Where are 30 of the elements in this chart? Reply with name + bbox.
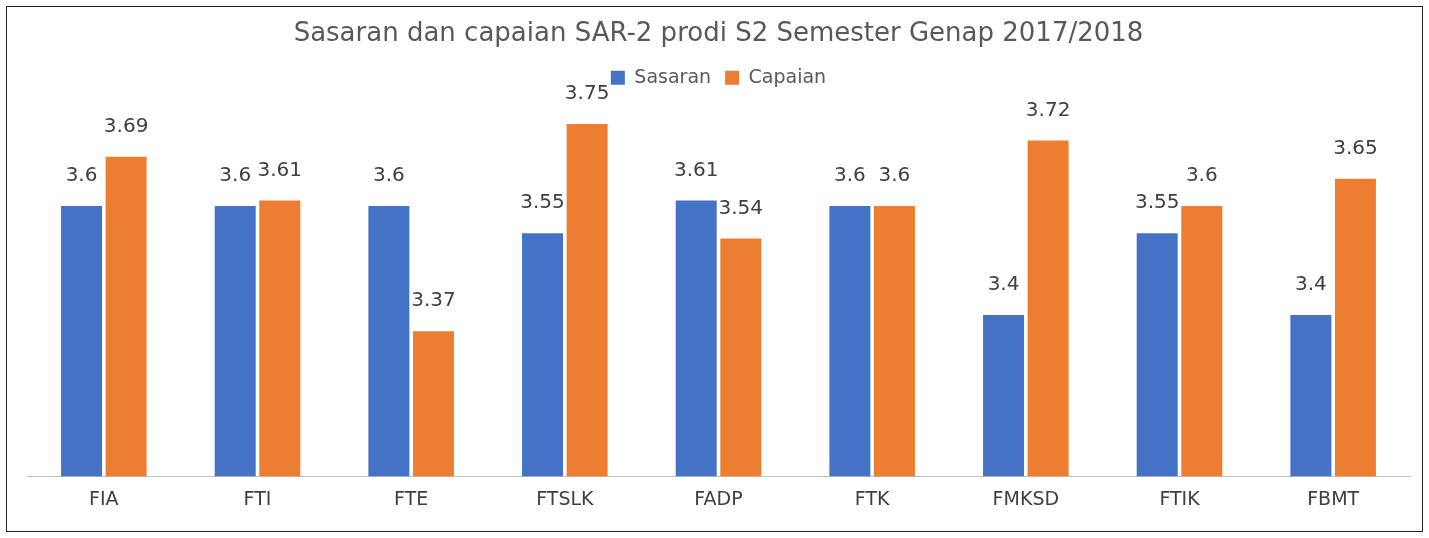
x-tick-label: FIA [89,486,119,509]
data-label: 3.69 [103,113,149,138]
data-label: 3.4 [1294,271,1327,296]
x-tick-label: FMKSD [992,486,1060,509]
legend-label: Capaian [748,64,827,87]
x-tick-label: FTSLK [536,486,595,509]
data-label: 3.54 [718,194,764,219]
chart-title: Sasaran dan capaian SAR-2 prodi S2 Semester Genap 2017/2018 [293,17,1144,48]
x-tick-label: FTE [394,486,429,509]
data-label: 3.6 [65,162,98,187]
x-tick-label: FTK [854,486,891,509]
data-label: 3.4 [987,271,1020,296]
data-label: 3.75 [564,80,610,105]
legend-label: Sasaran [634,64,712,87]
data-label: 3.55 [520,189,565,214]
data-label: 3.6 [833,162,866,187]
x-tick-label: FADP [694,486,743,509]
data-label: 3.37 [411,287,456,312]
data-label: 3.72 [1025,96,1071,121]
x-tick-label: FBMT [1307,486,1360,509]
data-label: 3.61 [257,156,303,181]
data-label: 3.6 [878,162,911,187]
data-label: 3.6 [372,162,405,187]
data-label: 3.6 [219,162,252,187]
data-label: 3.6 [1185,162,1218,187]
data-label: 3.61 [673,156,719,181]
data-label: 3.55 [1134,189,1180,214]
data-label: 3.65 [1333,134,1378,159]
x-tick-label: FTI [243,486,272,509]
x-tick-label: FTIK [1159,486,1201,509]
